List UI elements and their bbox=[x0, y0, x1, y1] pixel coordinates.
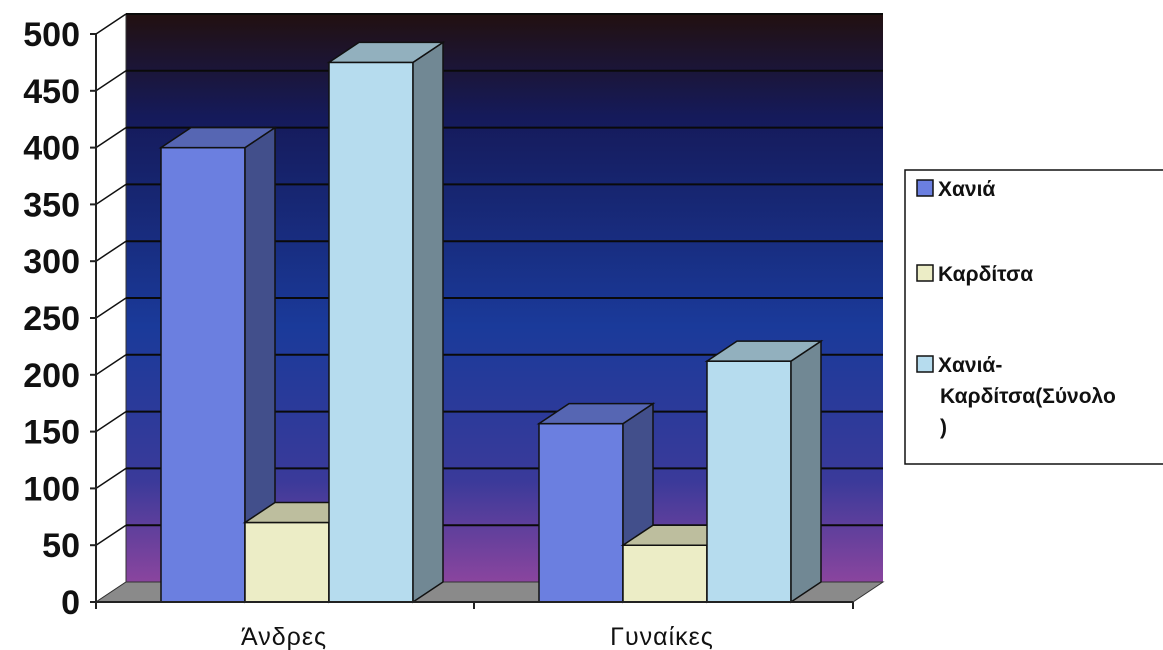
y-tick-label: 250 bbox=[23, 300, 80, 338]
x-axis-ticks: Άνδρες Γυναίκες bbox=[95, 602, 854, 650]
x-tick-label: Άνδρες bbox=[241, 623, 327, 650]
legend: Χανιά Καρδίτσα Χανιά- Καρδίτσα(Σύνολο) bbox=[904, 169, 1163, 465]
bar-front bbox=[538, 422, 624, 603]
y-tick-label: 400 bbox=[23, 130, 80, 168]
bar bbox=[326, 40, 446, 604]
bar-top bbox=[326, 41, 446, 64]
legend-label: Καρδίτσα(Σύνολο bbox=[940, 385, 1116, 408]
bar-side bbox=[412, 40, 444, 604]
x-tick-label: Γυναίκες bbox=[610, 623, 714, 650]
gridline-side bbox=[95, 183, 127, 206]
y-tick-label: 150 bbox=[23, 414, 80, 452]
legend-label: Χανιά bbox=[938, 178, 995, 201]
y-tick-label: 100 bbox=[23, 470, 80, 508]
bar-top bbox=[536, 402, 656, 425]
gridline-side bbox=[95, 297, 127, 319]
gridline-side bbox=[95, 126, 127, 149]
gridline-side bbox=[95, 410, 127, 433]
y-tick-label: 50 bbox=[42, 527, 80, 565]
gridline-side bbox=[95, 240, 127, 262]
legend-label: Χανιά- bbox=[938, 354, 1002, 377]
bar-front bbox=[328, 61, 414, 603]
legend-swatch bbox=[916, 355, 934, 373]
bar bbox=[704, 339, 824, 604]
bar-top bbox=[704, 340, 824, 362]
bar-front bbox=[622, 544, 708, 603]
y-tick-label: 500 bbox=[23, 16, 80, 54]
legend-label: Καρδίτσα bbox=[938, 263, 1033, 286]
bar bbox=[158, 126, 278, 604]
bar-top bbox=[158, 126, 278, 149]
bar-side bbox=[790, 339, 822, 604]
y-tick-label: 300 bbox=[23, 243, 80, 281]
y-tick-label: 350 bbox=[23, 186, 80, 224]
legend-swatch bbox=[916, 264, 934, 282]
gridline-side bbox=[95, 467, 127, 490]
legend-swatch bbox=[916, 179, 934, 197]
bar-front bbox=[706, 360, 792, 603]
bar-front bbox=[160, 146, 246, 603]
gridline-side bbox=[95, 354, 127, 376]
bars bbox=[158, 40, 824, 604]
y-axis-ticks: 0 50 100 150 200 250 300 350 400 450 500 bbox=[23, 16, 96, 622]
y-tick-label: 450 bbox=[23, 73, 80, 111]
legend-box bbox=[904, 169, 1163, 465]
gridline-side bbox=[95, 70, 127, 92]
y-tick-label: 0 bbox=[61, 584, 80, 622]
gridline-side bbox=[95, 524, 127, 546]
bar-front bbox=[244, 521, 330, 603]
gridline-side bbox=[95, 13, 127, 35]
legend-label: ) bbox=[940, 416, 947, 439]
y-tick-label: 200 bbox=[23, 357, 80, 395]
